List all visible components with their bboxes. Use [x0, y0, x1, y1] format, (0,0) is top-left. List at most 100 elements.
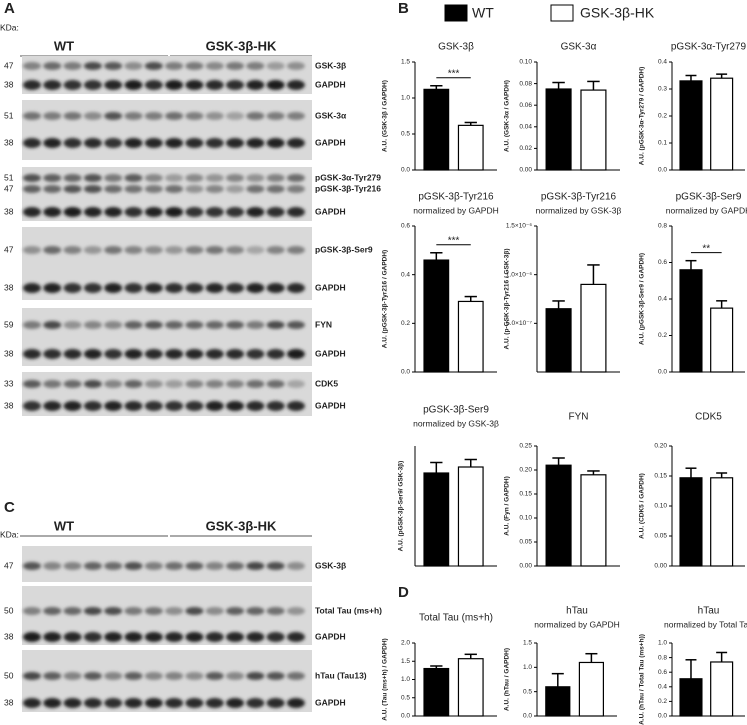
y-tick-label: 0.8: [658, 223, 667, 230]
blot-band: [266, 80, 285, 90]
y-axis-label: A.U. (p-GSK-3β-Tyr216 / GSK-3β): [504, 249, 511, 350]
blot-band: [83, 112, 102, 120]
blot-band: [165, 207, 184, 217]
blot-band: [286, 174, 305, 182]
blot-band: [246, 112, 265, 120]
bar: [545, 686, 571, 717]
blot-band: [104, 562, 123, 570]
blot-band: [185, 698, 204, 708]
y-tick-label: 0.00: [654, 563, 667, 570]
y-tick-label: 0.02: [519, 145, 532, 152]
blot-band: [23, 349, 41, 359]
marker-label: 38: [4, 137, 14, 147]
blot-band: [286, 207, 305, 217]
blot-band: [23, 283, 41, 293]
blot-band: [23, 138, 41, 148]
bar: [580, 283, 607, 373]
blot-band: [205, 672, 224, 680]
blot-band: [63, 112, 82, 120]
panel-label: D: [398, 584, 409, 601]
blot-band: [226, 672, 244, 680]
blot-band: [266, 174, 285, 182]
y-tick-label: 0.6: [658, 669, 667, 676]
blot-band: [23, 562, 41, 570]
y-tick-label: 1.5×10⁻⁶: [506, 223, 532, 230]
y-tick-label: 1.0×10⁻⁶: [506, 271, 532, 278]
significance-label: **: [702, 243, 710, 254]
blot-band: [246, 246, 265, 254]
blot-band: [246, 174, 265, 182]
blot-band: [266, 672, 285, 680]
blot-band: [205, 283, 224, 293]
y-tick-label: 0.06: [519, 102, 532, 109]
blot-band: [205, 62, 224, 70]
chart-title: hTau: [698, 606, 720, 617]
marker-label: 38: [4, 282, 14, 292]
blot-band: [124, 562, 143, 570]
blot-band: [266, 632, 285, 642]
blot-band: [43, 562, 62, 570]
legend-swatch: [550, 4, 574, 22]
blot-band: [185, 174, 204, 182]
blot-band: [144, 321, 163, 329]
blot-band: [144, 380, 163, 388]
blot-band: [83, 349, 102, 359]
blot-band: [124, 246, 143, 254]
blot-label: GAPDH: [315, 206, 346, 216]
significance-label: ***: [448, 68, 460, 79]
blot-band: [286, 698, 305, 708]
blot-band: [23, 380, 41, 388]
blot-band: [246, 62, 265, 70]
blot-band: [185, 138, 204, 148]
blot-band: [43, 80, 62, 90]
group-label: WT: [54, 38, 74, 53]
blot-band: [104, 246, 123, 254]
blot-band: [286, 112, 305, 120]
blot-band: [226, 207, 244, 217]
blot-band: [266, 246, 285, 254]
bar: [580, 89, 607, 171]
y-tick-label: 0.4: [658, 684, 667, 691]
y-tick-label: 0.20: [654, 443, 667, 450]
blot-band: [23, 207, 41, 217]
blot-band: [185, 562, 204, 570]
blot-band: [104, 380, 123, 388]
y-axis-label: A.U. (GSK-3β / GAPDH): [382, 80, 389, 152]
chart-title: pGSK-3β-Tyr216: [418, 192, 494, 203]
blot-band: [165, 112, 184, 120]
blot-band: [23, 246, 41, 254]
chart-title: FYN: [569, 412, 589, 423]
legend-label: WT: [472, 5, 494, 21]
blot-band: [144, 112, 163, 120]
marker-label: 47: [4, 183, 14, 193]
marker-label: 47: [4, 244, 14, 254]
significance-label: ***: [448, 235, 460, 246]
blot-band: [124, 207, 143, 217]
blot-band: [43, 246, 62, 254]
blot-band: [63, 632, 82, 642]
kda-label: KDa:: [0, 22, 19, 32]
blot-band: [185, 632, 204, 642]
blot-band: [286, 349, 305, 359]
blot-band: [185, 207, 204, 217]
blot-label: CDK5: [315, 378, 338, 388]
blot-band: [104, 138, 123, 148]
y-tick-label: 0.2: [401, 320, 410, 327]
blot-band: [205, 380, 224, 388]
blot-band: [43, 401, 62, 411]
marker-label: 47: [4, 60, 14, 70]
blot-band: [43, 174, 62, 182]
blot-band: [185, 380, 204, 388]
blot-band: [23, 632, 41, 642]
bar: [710, 477, 734, 567]
panel-label: C: [4, 499, 15, 516]
blot-band: [286, 185, 305, 193]
blot-band: [286, 380, 305, 388]
blot-label: pGSK-3α-Tyr279: [315, 172, 381, 182]
blot-band: [104, 349, 123, 359]
blot-band: [246, 185, 265, 193]
blot-band: [124, 185, 143, 193]
blot-band: [286, 562, 305, 570]
blot-band: [205, 698, 224, 708]
chart-title: pGSK-3β-Ser9: [423, 405, 489, 416]
